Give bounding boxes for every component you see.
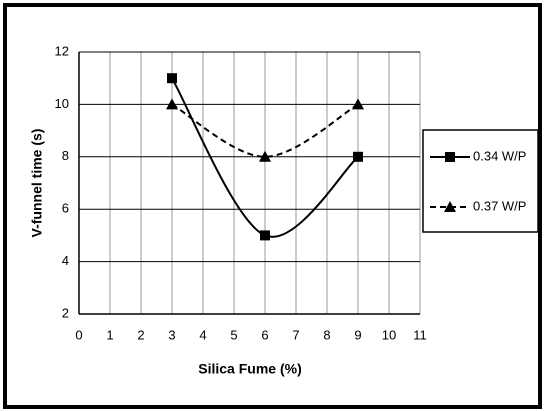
x-tick-label: 11 [413, 327, 427, 342]
marker [445, 152, 455, 162]
y-tick-label: 4 [62, 253, 69, 268]
marker [259, 150, 271, 162]
x-tick-label: 2 [137, 327, 144, 342]
x-tick-label: 10 [382, 327, 396, 342]
y-tick-label: 2 [62, 305, 69, 320]
marker [353, 151, 363, 162]
x-tick-label: 9 [354, 327, 361, 342]
x-tick-label: 7 [292, 327, 299, 342]
marker [167, 73, 177, 84]
frame [3, 3, 542, 409]
x-tick-label: 1 [106, 327, 113, 342]
y-tick-label: 12 [55, 43, 69, 58]
marker [352, 98, 364, 110]
marker [260, 230, 270, 241]
marker [444, 201, 456, 212]
x-tick-label: 0 [75, 327, 82, 342]
x-tick-label: 3 [168, 327, 175, 342]
x-tick-label: 4 [199, 327, 206, 342]
x-tick-label: 5 [230, 327, 237, 342]
x-tick-label: 6 [261, 327, 268, 342]
y-tick-label: 6 [62, 201, 69, 216]
marker [166, 98, 178, 110]
legend-label: 0.34 W/P [473, 148, 526, 163]
x-axis-label: Silica Fume (%) [198, 361, 301, 377]
legend-label: 0.37 W/P [473, 198, 526, 213]
y-tick-label: 8 [62, 148, 69, 163]
y-axis-label: V-funnel time (s) [29, 129, 45, 238]
legend-box [422, 129, 539, 233]
x-tick-label: 8 [323, 327, 330, 342]
y-tick-label: 10 [55, 96, 69, 111]
